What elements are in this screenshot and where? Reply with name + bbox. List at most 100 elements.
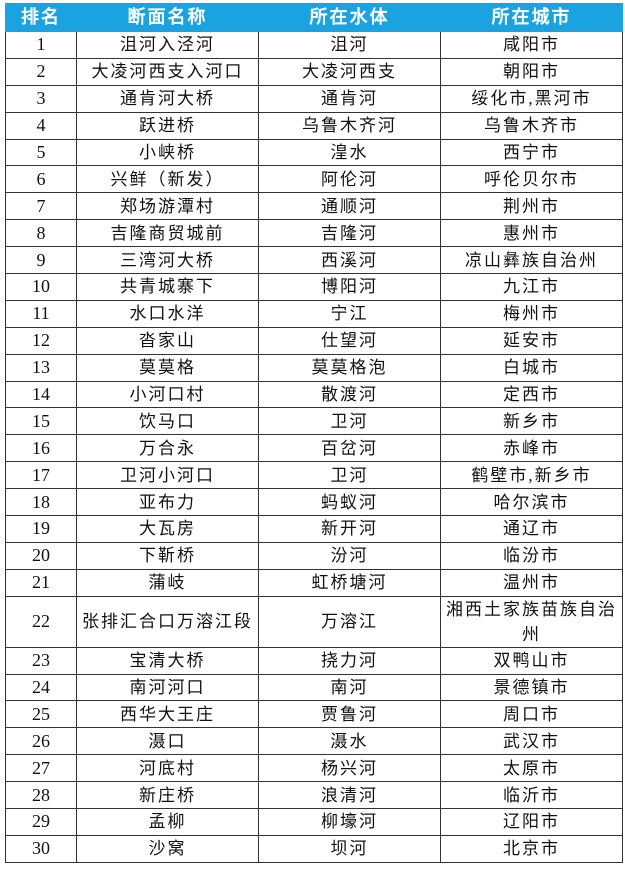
water-body-cell: 挠力河 [258, 646, 441, 675]
water-body-cell: 汾河 [258, 541, 441, 570]
rank-cell: 29 [5, 808, 77, 836]
table-row: 16 万合永 百岔河 赤峰市 [5, 434, 623, 463]
water-body-cell: 西溪河 [258, 246, 441, 275]
header-city: 所在城市 [440, 3, 623, 32]
city-cell: 乌鲁木齐市 [440, 111, 623, 140]
header-row: 排名 断面名称 所在水体 所在城市 [5, 3, 623, 32]
water-body-cell: 百岔河 [258, 434, 441, 463]
rank-cell: 10 [5, 273, 77, 301]
section-name-cell: 跃进桥 [76, 111, 259, 140]
rank-cell: 22 [5, 595, 77, 648]
water-body-cell: 阿伦河 [258, 165, 441, 194]
water-body-cell: 通顺河 [258, 192, 441, 221]
city-cell: 双鸭山市 [440, 646, 623, 675]
section-name-cell: 卫河小河口 [76, 461, 259, 490]
water-body-cell: 贾鲁河 [258, 700, 441, 729]
table-row: 1 沮河入泾河 沮河 咸阳市 [5, 31, 623, 59]
header-water-body: 所在水体 [258, 3, 441, 32]
rank-cell: 7 [5, 192, 77, 221]
table-row: 10 共青城寨下 博阳河 九江市 [5, 273, 623, 301]
water-body-cell: 滠水 [258, 727, 441, 756]
rank-cell: 13 [5, 353, 77, 382]
table-row: 13 莫莫格 莫莫格泡 白城市 [5, 353, 623, 382]
rank-cell: 3 [5, 84, 77, 113]
rank-cell: 23 [5, 646, 77, 675]
rank-cell: 27 [5, 754, 77, 783]
table-row: 22 张排汇合口万溶江段 万溶江 湘西土家族苗族自治州 [5, 595, 623, 648]
city-cell: 梅州市 [440, 299, 623, 328]
table-row: 28 新庄桥 浪清河 临沂市 [5, 781, 623, 810]
section-name-cell: 万合永 [76, 434, 259, 463]
rank-cell: 18 [5, 488, 77, 517]
section-name-cell: 大凌河西支入河口 [76, 57, 259, 86]
water-body-cell: 散渡河 [258, 380, 441, 409]
rank-cell: 2 [5, 57, 77, 86]
section-name-cell: 西华大王庄 [76, 700, 259, 729]
water-body-cell: 柳壕河 [258, 808, 441, 836]
city-cell: 鹤壁市,新乡市 [440, 461, 623, 490]
city-cell: 白城市 [440, 353, 623, 382]
table-row: 20 下靳桥 汾河 临汾市 [5, 541, 623, 570]
water-body-cell: 卫河 [258, 461, 441, 490]
table-row: 17 卫河小河口 卫河 鹤壁市,新乡市 [5, 461, 623, 490]
section-name-cell: 沙窝 [76, 834, 259, 863]
table-row: 8 吉隆商贸城前 吉隆河 惠州市 [5, 219, 623, 248]
water-body-cell: 沮河 [258, 31, 441, 59]
water-body-cell: 莫莫格泡 [258, 353, 441, 382]
section-name-cell: 亚布力 [76, 488, 259, 517]
water-body-cell: 浪清河 [258, 781, 441, 810]
city-cell: 湘西土家族苗族自治州 [440, 595, 623, 648]
section-name-cell: 莫莫格 [76, 353, 259, 382]
rank-cell: 9 [5, 246, 77, 275]
city-cell: 九江市 [440, 273, 623, 301]
table-row: 2 大凌河西支入河口 大凌河西支 朝阳市 [5, 57, 623, 86]
header-rank: 排名 [5, 3, 77, 32]
table-row: 12 沓家山 仕望河 延安市 [5, 326, 623, 355]
city-cell: 西宁市 [440, 138, 623, 167]
city-cell: 延安市 [440, 326, 623, 355]
section-name-cell: 下靳桥 [76, 541, 259, 570]
section-name-cell: 三湾河大桥 [76, 246, 259, 275]
table-row: 26 滠口 滠水 武汉市 [5, 727, 623, 756]
table-row: 25 西华大王庄 贾鲁河 周口市 [5, 700, 623, 729]
section-name-cell: 张排汇合口万溶江段 [76, 595, 259, 648]
section-name-cell: 水口水洋 [76, 299, 259, 328]
table-row: 29 孟柳 柳壕河 辽阳市 [5, 808, 623, 836]
city-cell: 新乡市 [440, 407, 623, 436]
city-cell: 通辽市 [440, 515, 623, 543]
rank-cell: 24 [5, 673, 77, 702]
water-body-cell: 坝河 [258, 834, 441, 863]
table-row: 24 南河河口 南河 景德镇市 [5, 673, 623, 702]
rank-cell: 12 [5, 326, 77, 355]
rank-cell: 11 [5, 299, 77, 328]
water-body-cell: 仕望河 [258, 326, 441, 355]
section-name-cell: 饮马口 [76, 407, 259, 436]
city-cell: 哈尔滨市 [440, 488, 623, 517]
water-body-cell: 万溶江 [258, 595, 441, 648]
water-body-cell: 大凌河西支 [258, 57, 441, 86]
city-cell: 太原市 [440, 754, 623, 783]
water-body-cell: 博阳河 [258, 273, 441, 301]
water-body-cell: 吉隆河 [258, 219, 441, 248]
table-row: 19 大瓦房 新开河 通辽市 [5, 515, 623, 543]
city-cell: 荆州市 [440, 192, 623, 221]
section-name-cell: 小河口村 [76, 380, 259, 409]
rank-cell: 16 [5, 434, 77, 463]
table-row: 15 饮马口 卫河 新乡市 [5, 407, 623, 436]
city-cell: 赤峰市 [440, 434, 623, 463]
city-cell: 咸阳市 [440, 31, 623, 59]
rank-cell: 15 [5, 407, 77, 436]
section-name-cell: 河底村 [76, 754, 259, 783]
section-name-cell: 宝清大桥 [76, 646, 259, 675]
header-section-name: 断面名称 [76, 3, 259, 32]
water-body-cell: 新开河 [258, 515, 441, 543]
water-body-cell: 蚂蚁河 [258, 488, 441, 517]
section-name-cell: 南河河口 [76, 673, 259, 702]
rank-cell: 28 [5, 781, 77, 810]
table-row: 5 小峡桥 湟水 西宁市 [5, 138, 623, 167]
rank-cell: 8 [5, 219, 77, 248]
table-row: 7 郑场游潭村 通顺河 荆州市 [5, 192, 623, 221]
water-body-cell: 卫河 [258, 407, 441, 436]
city-cell: 呼伦贝尔市 [440, 165, 623, 194]
section-name-cell: 兴鲜（新发） [76, 165, 259, 194]
